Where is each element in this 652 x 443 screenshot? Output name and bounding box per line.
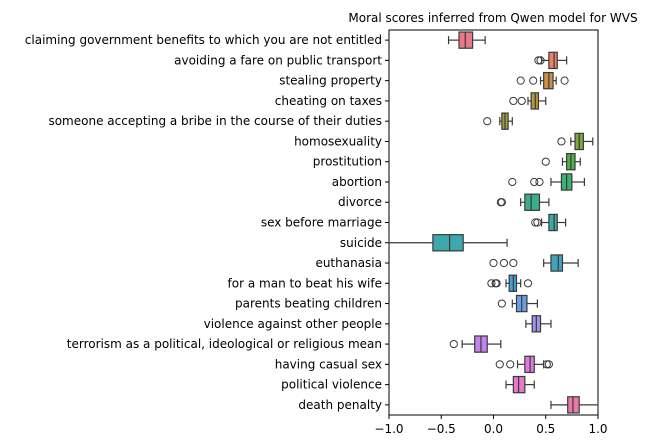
outlier-point [449,339,458,349]
outlier-point [489,258,498,268]
outlier-point [544,360,553,369]
outlier-point [499,258,509,268]
x-tick-label: 0.5 [536,422,555,436]
category-label: political violence [281,378,382,392]
category-label: suicide [340,236,382,250]
outlier-point [560,76,569,85]
outlier-point [517,96,526,106]
x-tick-label: 0.0 [484,422,503,436]
category-label: avoiding a fare on public transport [174,53,382,67]
outlier-point [497,198,506,207]
category-label: violence against other people [204,317,382,331]
category-label: for a man to beat his wife [228,276,382,290]
box-group [550,396,599,414]
x-axis: −1.0 −0.5 0.0 0.5 1.0 [374,415,608,436]
category-label: sex before marriage [261,216,382,230]
box-group [489,254,579,272]
box-group [487,274,533,292]
box-group [508,173,586,191]
category-label: divorce [338,195,382,209]
x-tick-label: −0.5 [427,422,456,436]
box-group [516,71,569,90]
outlier-point [536,56,545,65]
box-group [541,153,581,171]
box-group [495,355,553,374]
category-label: homosexuality [294,134,382,148]
box [548,213,558,232]
box-group [525,315,552,333]
box-group [388,234,508,252]
outlier-point [516,76,525,85]
outlier-point [487,279,496,288]
category-label: euthanasia [315,256,382,270]
box-group [531,213,567,232]
box-group [509,92,547,110]
x-tick-label: 1.0 [588,422,607,436]
chart-title: Moral scores inferred from Qwen model fo… [348,11,637,25]
outlier-point [509,96,518,106]
category-label: stealing property [279,74,382,88]
box [550,254,564,272]
outlier-point [557,137,566,146]
box-group [557,132,594,151]
plot-area [388,29,599,416]
box-group [483,112,513,130]
outlier-point [533,218,542,227]
outlier-point [492,279,501,288]
category-label: cheating on taxes [275,94,382,108]
category-label: terrorism as a political, ideological or… [67,337,382,351]
category-label: death penalty [298,398,382,412]
outlier-point [535,177,544,187]
box [548,51,558,70]
plot-frame [388,29,599,416]
box-group [534,51,568,70]
outlier-point [483,117,492,126]
box-group [449,335,502,353]
outlier-point [506,360,515,369]
x-tick-label: −1.0 [374,422,403,436]
outlier-point [530,177,539,187]
box [524,193,541,211]
outlier-point [509,258,518,268]
box-group [447,31,486,49]
outlier-point [534,56,543,65]
box-group [496,193,550,211]
outlier-point [508,177,517,187]
outlier-point [495,360,504,369]
outlier-point [542,360,551,369]
category-label: parents beating children [235,297,382,311]
outlier-point [531,218,540,227]
category-label: someone accepting a bribe in the course … [48,114,382,128]
outlier-point [523,279,533,288]
box-group [497,294,538,313]
category-label: abortion [332,175,382,189]
box-group [505,375,535,394]
category-label: claiming government benefits to which yo… [25,33,382,47]
category-label: having casual sex [275,357,382,371]
outlier-point [529,76,538,85]
outlier-point [497,299,506,308]
category-labels: claiming government benefits to which yo… [25,33,389,412]
box [432,234,464,252]
outlier-point [541,157,550,166]
category-label: prostitution [313,155,382,169]
